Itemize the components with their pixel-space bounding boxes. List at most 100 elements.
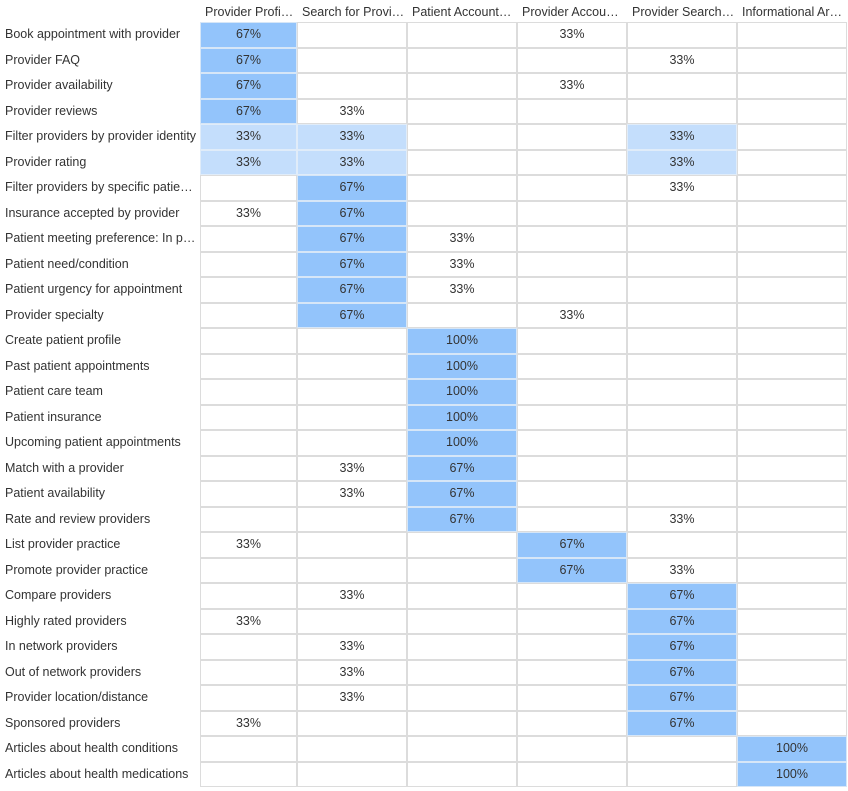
matrix-cell[interactable] xyxy=(517,608,627,634)
matrix-cell[interactable] xyxy=(517,379,627,405)
matrix-cell[interactable] xyxy=(297,47,407,73)
matrix-cell[interactable] xyxy=(737,583,847,609)
matrix-cell[interactable] xyxy=(517,124,627,150)
matrix-cell[interactable] xyxy=(627,200,737,226)
row-label[interactable]: Provider rating xyxy=(5,154,87,169)
matrix-cell[interactable] xyxy=(517,149,627,175)
matrix-cell[interactable] xyxy=(517,659,627,685)
matrix-cell[interactable]: 33% xyxy=(200,710,297,736)
matrix-cell[interactable]: 67% xyxy=(297,175,407,201)
row-label[interactable]: Rate and review providers xyxy=(5,511,151,526)
matrix-cell[interactable]: 33% xyxy=(297,124,407,150)
matrix-cell[interactable] xyxy=(297,761,407,787)
row-label[interactable]: Provider specialty xyxy=(5,307,104,322)
matrix-cell[interactable] xyxy=(517,481,627,507)
matrix-cell[interactable] xyxy=(737,557,847,583)
matrix-cell[interactable]: 100% xyxy=(407,379,517,405)
row-label[interactable]: Patient care team xyxy=(5,384,103,398)
matrix-cell[interactable] xyxy=(407,659,517,685)
column-header-3[interactable]: Patient Account… xyxy=(412,5,512,19)
matrix-cell[interactable] xyxy=(200,404,297,430)
matrix-cell[interactable] xyxy=(517,226,627,252)
column-header-5[interactable]: Provider Search… xyxy=(632,5,735,19)
matrix-cell[interactable]: 67% xyxy=(517,557,627,583)
matrix-cell[interactable]: 100% xyxy=(737,761,847,787)
matrix-cell[interactable] xyxy=(407,685,517,711)
matrix-cell[interactable]: 33% xyxy=(297,659,407,685)
matrix-cell[interactable]: 33% xyxy=(407,251,517,277)
matrix-cell[interactable]: 67% xyxy=(200,22,297,48)
matrix-cell[interactable]: 100% xyxy=(407,430,517,456)
matrix-cell[interactable] xyxy=(200,455,297,481)
matrix-cell[interactable] xyxy=(517,353,627,379)
matrix-cell[interactable] xyxy=(517,175,627,201)
row-label[interactable]: Compare providers xyxy=(5,588,112,602)
matrix-cell[interactable] xyxy=(200,736,297,762)
matrix-cell[interactable] xyxy=(200,659,297,685)
matrix-cell[interactable] xyxy=(297,404,407,430)
matrix-cell[interactable] xyxy=(737,251,847,277)
matrix-cell[interactable]: 67% xyxy=(407,455,517,481)
matrix-cell[interactable] xyxy=(737,379,847,405)
column-header-6[interactable]: Informational Ar… xyxy=(742,5,843,19)
matrix-cell[interactable] xyxy=(407,532,517,558)
matrix-cell[interactable] xyxy=(407,557,517,583)
row-label[interactable]: Past patient appointments xyxy=(5,358,150,373)
matrix-cell[interactable] xyxy=(200,430,297,456)
matrix-cell[interactable] xyxy=(200,481,297,507)
matrix-cell[interactable] xyxy=(627,455,737,481)
matrix-cell[interactable] xyxy=(737,685,847,711)
matrix-cell[interactable]: 33% xyxy=(200,200,297,226)
matrix-cell[interactable] xyxy=(737,226,847,252)
matrix-cell[interactable] xyxy=(627,226,737,252)
matrix-cell[interactable] xyxy=(200,277,297,303)
matrix-cell[interactable] xyxy=(297,328,407,354)
matrix-cell[interactable]: 67% xyxy=(407,506,517,532)
row-label[interactable]: Provider FAQ xyxy=(5,52,81,67)
row-label[interactable]: Create patient profile xyxy=(5,333,122,347)
matrix-cell[interactable]: 67% xyxy=(627,659,737,685)
matrix-cell[interactable] xyxy=(627,736,737,762)
matrix-cell[interactable] xyxy=(517,634,627,660)
matrix-cell[interactable] xyxy=(517,404,627,430)
matrix-cell[interactable]: 33% xyxy=(297,583,407,609)
matrix-cell[interactable]: 67% xyxy=(200,47,297,73)
matrix-cell[interactable] xyxy=(517,685,627,711)
matrix-cell[interactable]: 33% xyxy=(627,124,737,150)
matrix-cell[interactable] xyxy=(407,22,517,48)
matrix-cell[interactable]: 100% xyxy=(407,404,517,430)
matrix-cell[interactable] xyxy=(200,175,297,201)
matrix-cell[interactable]: 33% xyxy=(200,149,297,175)
matrix-cell[interactable] xyxy=(737,430,847,456)
row-label[interactable]: Patient meeting preference: In pe… xyxy=(5,231,197,245)
row-label[interactable]: Filter providers by specific patien… xyxy=(5,180,197,194)
matrix-cell[interactable] xyxy=(297,736,407,762)
matrix-cell[interactable]: 100% xyxy=(407,328,517,354)
matrix-cell[interactable] xyxy=(200,379,297,405)
matrix-cell[interactable] xyxy=(737,22,847,48)
matrix-cell[interactable] xyxy=(297,430,407,456)
row-label[interactable]: Match with a provider xyxy=(5,460,124,475)
matrix-cell[interactable]: 67% xyxy=(200,73,297,99)
matrix-cell[interactable] xyxy=(627,73,737,99)
matrix-cell[interactable] xyxy=(627,761,737,787)
matrix-cell[interactable] xyxy=(737,532,847,558)
matrix-cell[interactable] xyxy=(200,251,297,277)
matrix-cell[interactable] xyxy=(407,98,517,124)
matrix-cell[interactable] xyxy=(627,481,737,507)
matrix-cell[interactable] xyxy=(407,200,517,226)
matrix-cell[interactable] xyxy=(200,328,297,354)
row-label[interactable]: Sponsored providers xyxy=(5,715,121,730)
matrix-cell[interactable] xyxy=(627,379,737,405)
matrix-cell[interactable] xyxy=(627,328,737,354)
matrix-cell[interactable] xyxy=(297,379,407,405)
matrix-cell[interactable]: 67% xyxy=(627,710,737,736)
matrix-cell[interactable]: 33% xyxy=(627,175,737,201)
matrix-cell[interactable] xyxy=(517,736,627,762)
matrix-cell[interactable] xyxy=(297,353,407,379)
matrix-cell[interactable] xyxy=(407,710,517,736)
matrix-cell[interactable]: 67% xyxy=(627,634,737,660)
matrix-cell[interactable] xyxy=(737,47,847,73)
matrix-cell[interactable] xyxy=(517,328,627,354)
matrix-cell[interactable] xyxy=(200,761,297,787)
